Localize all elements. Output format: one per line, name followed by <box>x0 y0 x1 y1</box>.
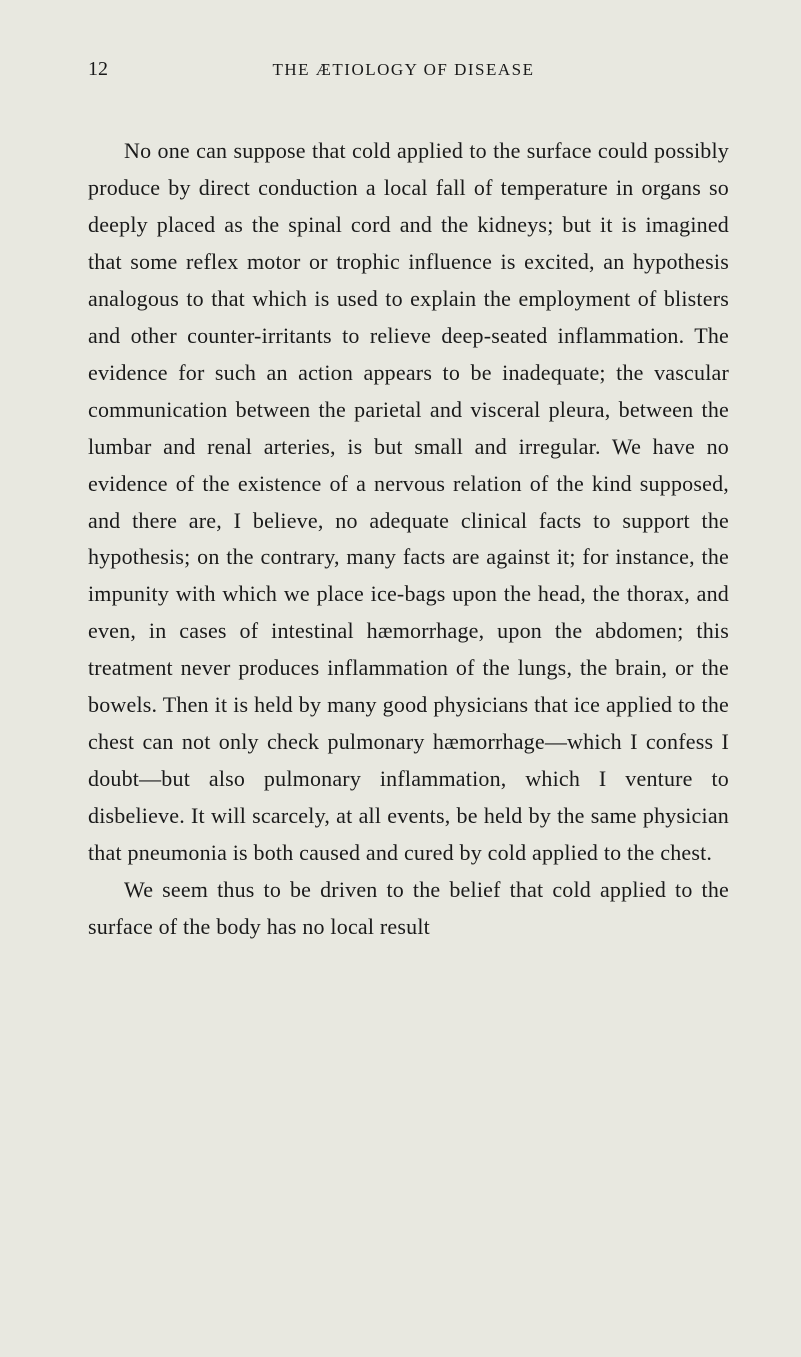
body-text-container: No one can suppose that cold applied to … <box>88 133 729 946</box>
page-number: 12 <box>88 58 108 81</box>
page-header: 12 THE ÆTIOLOGY OF DISEASE <box>88 58 729 81</box>
paragraph-1: No one can suppose that cold applied to … <box>88 133 729 872</box>
paragraph-2: We seem thus to be driven to the belief … <box>88 872 729 946</box>
running-title: THE ÆTIOLOGY OF DISEASE <box>108 60 729 80</box>
